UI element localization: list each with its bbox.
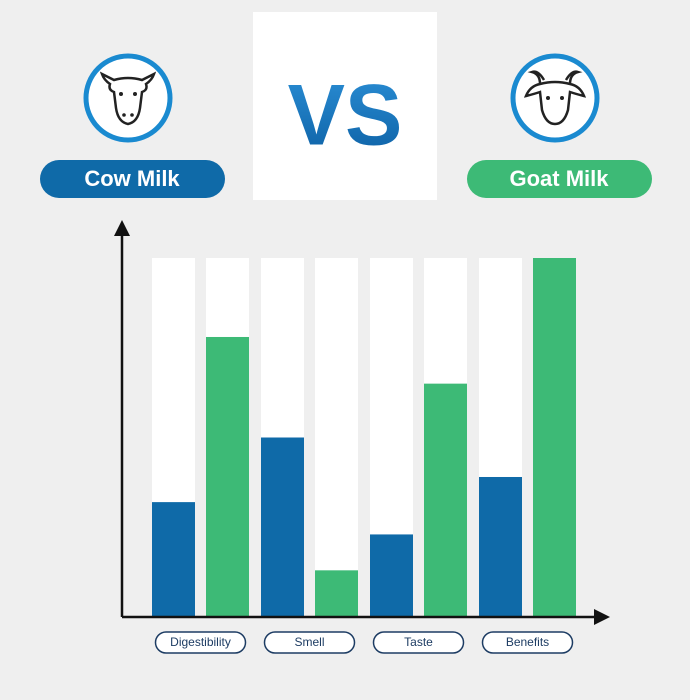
x-tick-label: Digestibility <box>170 635 231 649</box>
legend-label: Cow Milk <box>84 166 180 191</box>
bar <box>152 502 195 617</box>
x-tick-label: Smell <box>294 635 324 649</box>
legend-label: Goat Milk <box>509 166 609 191</box>
chart-title: VS <box>288 68 403 164</box>
category-pill <box>263 631 356 654</box>
x-axis-arrow <box>594 609 610 625</box>
y-axis-arrow <box>114 220 130 236</box>
bar <box>424 383 467 617</box>
bar <box>315 570 358 617</box>
bar-track <box>315 258 358 617</box>
x-tick-label: Benefits <box>506 635 549 649</box>
x-tick-label: Taste <box>404 635 433 649</box>
legend-pill <box>40 160 225 198</box>
bar <box>261 437 304 617</box>
category-pill <box>372 631 465 654</box>
bar <box>206 336 249 617</box>
category-pill <box>481 631 574 654</box>
bar <box>533 258 576 617</box>
legend-pill <box>467 160 652 198</box>
goat-icon <box>510 53 600 143</box>
cow-icon <box>83 53 173 143</box>
bar <box>479 476 522 617</box>
vs-box <box>253 12 437 200</box>
bar <box>370 534 413 617</box>
category-pill <box>154 631 247 654</box>
